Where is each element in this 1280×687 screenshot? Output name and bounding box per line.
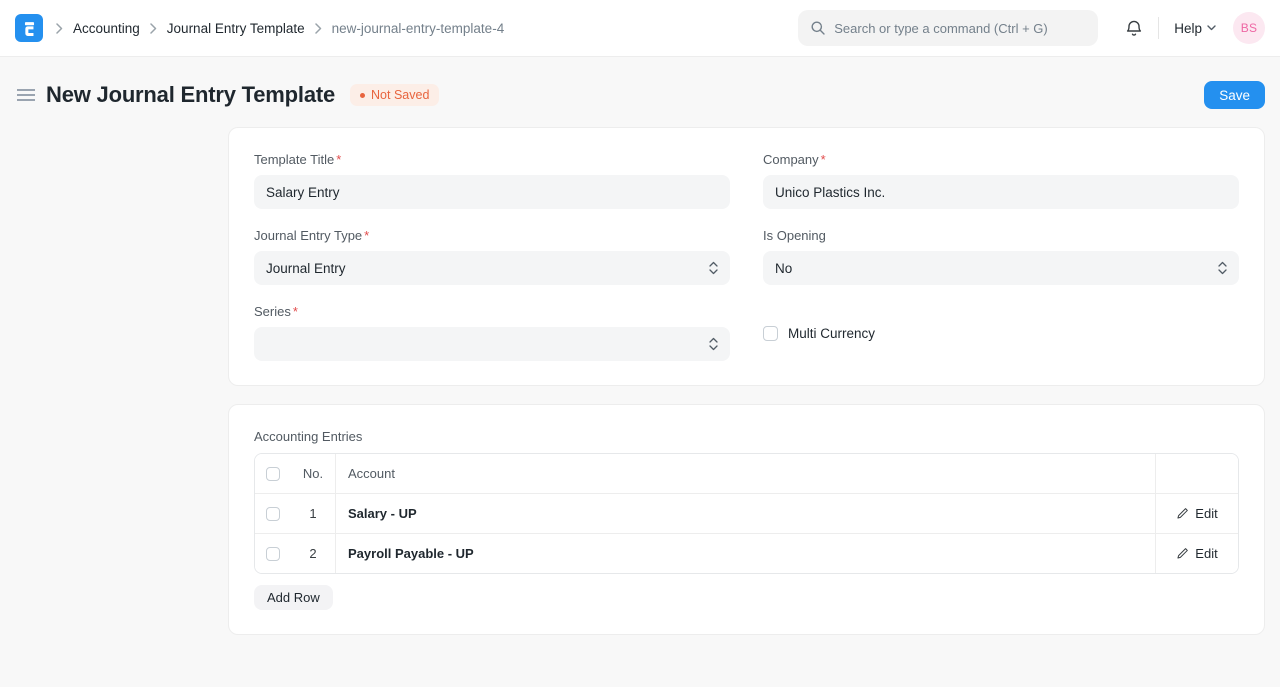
table-row: 2 Payroll Payable - UP Edit	[255, 533, 1238, 573]
required-marker: *	[336, 152, 342, 167]
user-avatar[interactable]: BS	[1233, 12, 1265, 44]
row-account-cell[interactable]: Payroll Payable - UP	[336, 534, 1156, 573]
chevron-right-icon	[56, 22, 63, 34]
chevron-right-icon	[314, 22, 322, 34]
field-is-opening: Is Opening No	[763, 228, 1239, 285]
breadcrumb: Accounting Journal Entry Template new-jo…	[56, 21, 504, 36]
status-dot-icon	[360, 92, 366, 98]
row-edit-cell: Edit	[1156, 494, 1238, 533]
chevron-down-icon	[1207, 25, 1216, 31]
sidebar-toggle-button[interactable]	[15, 86, 37, 104]
search-icon	[810, 20, 826, 36]
row-number: 1	[291, 494, 336, 533]
field-template-title: Template Title *	[254, 152, 730, 209]
template-title-input[interactable]	[254, 175, 730, 209]
edit-row-button[interactable]: Edit	[1176, 506, 1218, 521]
row-checkbox-cell	[255, 494, 291, 533]
select-all-checkbox[interactable]	[266, 466, 280, 481]
accounting-entries-card: Accounting Entries No. Account 1 Salary …	[228, 404, 1265, 635]
app-logo-icon[interactable]	[15, 14, 43, 42]
header-checkbox-cell	[255, 454, 291, 493]
edit-label: Edit	[1195, 506, 1218, 521]
erpnext-e-glyph	[24, 21, 34, 36]
is-opening-label: Is Opening	[763, 228, 826, 243]
table-header-row: No. Account	[255, 454, 1238, 493]
company-input[interactable]	[763, 175, 1239, 209]
header-edit-cell	[1156, 454, 1238, 493]
journal-entry-type-select[interactable]: Journal Entry	[254, 251, 730, 285]
select-value: Journal Entry	[266, 260, 346, 276]
row-account-cell[interactable]: Salary - UP	[336, 494, 1156, 533]
row-number: 2	[291, 534, 336, 573]
hamburger-icon	[17, 88, 35, 102]
form-card: Template Title* Company* Journal Entry T…	[228, 127, 1265, 386]
select-value: No	[775, 260, 793, 276]
field-journal-entry-type: Journal Entry Type * Journal Entry	[254, 228, 730, 285]
breadcrumb-item-current: new-journal-entry-template-4	[331, 20, 505, 36]
help-label: Help	[1174, 20, 1202, 36]
navbar-right: Help BS	[798, 10, 1265, 46]
accounting-entries-table: No. Account 1 Salary - UP Edit	[254, 453, 1239, 574]
row-edit-cell: Edit	[1156, 534, 1238, 573]
status-text: Not Saved	[371, 88, 430, 102]
edit-label: Edit	[1195, 546, 1218, 561]
select-chevrons-icon	[1218, 261, 1227, 275]
row-checkbox[interactable]	[266, 506, 280, 521]
edit-row-button[interactable]: Edit	[1176, 546, 1218, 561]
field-series: Series *	[254, 304, 730, 361]
add-row-button[interactable]: Add Row	[254, 585, 333, 610]
row-checkbox[interactable]	[266, 546, 280, 561]
header-account: Account	[336, 454, 1156, 493]
page-title: New Journal Entry Template	[46, 82, 336, 107]
navbar: Accounting Journal Entry Template new-jo…	[0, 0, 1280, 57]
bell-icon	[1125, 19, 1143, 38]
search-input[interactable]	[834, 20, 1087, 36]
notifications-button[interactable]	[1125, 19, 1143, 38]
series-select[interactable]	[254, 327, 730, 361]
required-marker: *	[820, 152, 826, 167]
select-chevrons-icon	[709, 337, 718, 351]
breadcrumb-item-journal-entry-template[interactable]: Journal Entry Template	[166, 20, 305, 36]
multi-currency-checkbox[interactable]	[763, 325, 778, 341]
avatar-initials: BS	[1240, 21, 1258, 35]
pencil-icon	[1176, 547, 1189, 560]
select-chevrons-icon	[709, 261, 718, 275]
save-button[interactable]: Save	[1204, 81, 1265, 109]
breadcrumb-item-accounting[interactable]: Accounting	[73, 20, 140, 36]
main-content: Template Title* Company* Journal Entry T…	[228, 127, 1265, 635]
is-opening-select[interactable]: No	[763, 251, 1239, 285]
table-row: 1 Salary - UP Edit	[255, 493, 1238, 533]
header-no: No.	[291, 454, 336, 493]
status-badge: Not Saved	[350, 84, 440, 106]
navbar-divider	[1158, 17, 1160, 39]
row-checkbox-cell	[255, 534, 291, 573]
section-label: Accounting Entries	[254, 429, 363, 444]
journal-entry-type-label: Journal Entry Type *	[254, 228, 370, 243]
field-multi-currency: Multi Currency	[763, 304, 1239, 361]
series-label: Series *	[254, 304, 298, 319]
pencil-icon	[1176, 507, 1189, 520]
page-header: New Journal Entry Template Not Saved Sav…	[0, 81, 1280, 109]
help-menu[interactable]: Help	[1174, 21, 1216, 36]
required-marker: *	[364, 228, 370, 243]
field-company: Company *	[763, 152, 1239, 209]
multi-currency-label[interactable]: Multi Currency	[788, 325, 876, 341]
company-label: Company *	[763, 152, 826, 167]
required-marker: *	[292, 304, 298, 319]
global-search[interactable]	[798, 10, 1099, 46]
chevron-right-icon	[150, 22, 157, 34]
template-title-label: Template Title *	[254, 152, 342, 167]
